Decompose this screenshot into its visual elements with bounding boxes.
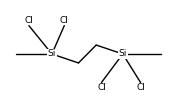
Text: Cl: Cl	[97, 83, 106, 92]
Text: Si: Si	[119, 49, 127, 59]
Text: Cl: Cl	[136, 83, 145, 92]
Text: Cl: Cl	[24, 16, 33, 25]
Text: Cl: Cl	[60, 16, 69, 25]
Text: Si: Si	[48, 49, 56, 59]
